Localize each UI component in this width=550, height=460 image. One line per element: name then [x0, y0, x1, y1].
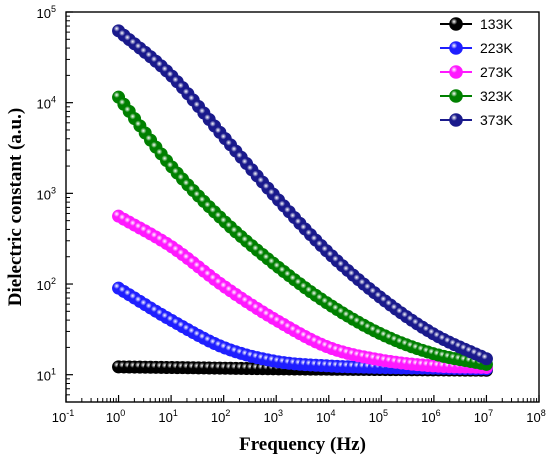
legend-marker	[449, 41, 463, 55]
legend-item: 323K	[440, 88, 513, 104]
legend-marker	[449, 113, 463, 127]
x-tick-label: 104	[316, 408, 335, 425]
plot-frame	[65, 11, 540, 403]
series-373K	[112, 24, 493, 366]
y-tick-label: 105	[37, 4, 56, 21]
legend-label: 273K	[480, 64, 513, 80]
x-tick-label: 100	[106, 408, 125, 425]
y-tick-label: 101	[37, 367, 56, 384]
legend-marker	[449, 17, 463, 31]
legend-label: 133K	[480, 16, 513, 32]
legend-label: 223K	[480, 40, 513, 56]
y-tick-label: 103	[37, 185, 56, 202]
legend-marker	[449, 89, 463, 103]
legend-item: 273K	[440, 64, 513, 80]
series-273K	[112, 209, 493, 375]
plot-content	[112, 24, 493, 377]
data-point	[479, 352, 493, 366]
legend: 133K 223K 273K 323K 373K	[440, 16, 513, 128]
y-axis-title: Dielectric constant (a.u.)	[5, 108, 26, 306]
legend-item: 223K	[440, 40, 513, 56]
legend-marker	[449, 65, 463, 79]
y-tick-label: 102	[37, 276, 56, 293]
x-tick-label: 107	[474, 408, 493, 425]
legend-label: 323K	[480, 88, 513, 104]
series-323K	[112, 90, 493, 371]
x-tick-label: 10-1	[52, 408, 74, 425]
x-tick-label: 103	[263, 408, 282, 425]
x-axis-title: Frequency (Hz)	[239, 434, 366, 455]
legend-label: 373K	[480, 112, 513, 128]
x-tick-label: 106	[421, 408, 440, 425]
y-tick-label: 104	[37, 95, 56, 112]
y-axis-ticks: 101 102 103 104 105	[37, 4, 73, 403]
x-tick-label: 101	[158, 408, 177, 425]
legend-item: 133K	[440, 16, 513, 32]
x-tick-label: 105	[369, 408, 388, 425]
x-tick-label: 102	[211, 408, 230, 425]
x-tick-label: 108	[526, 408, 545, 425]
x-axis-ticks: 10-1 100 101 102 103 104 105 106 107 108	[52, 395, 546, 425]
legend-item: 373K	[440, 112, 513, 128]
